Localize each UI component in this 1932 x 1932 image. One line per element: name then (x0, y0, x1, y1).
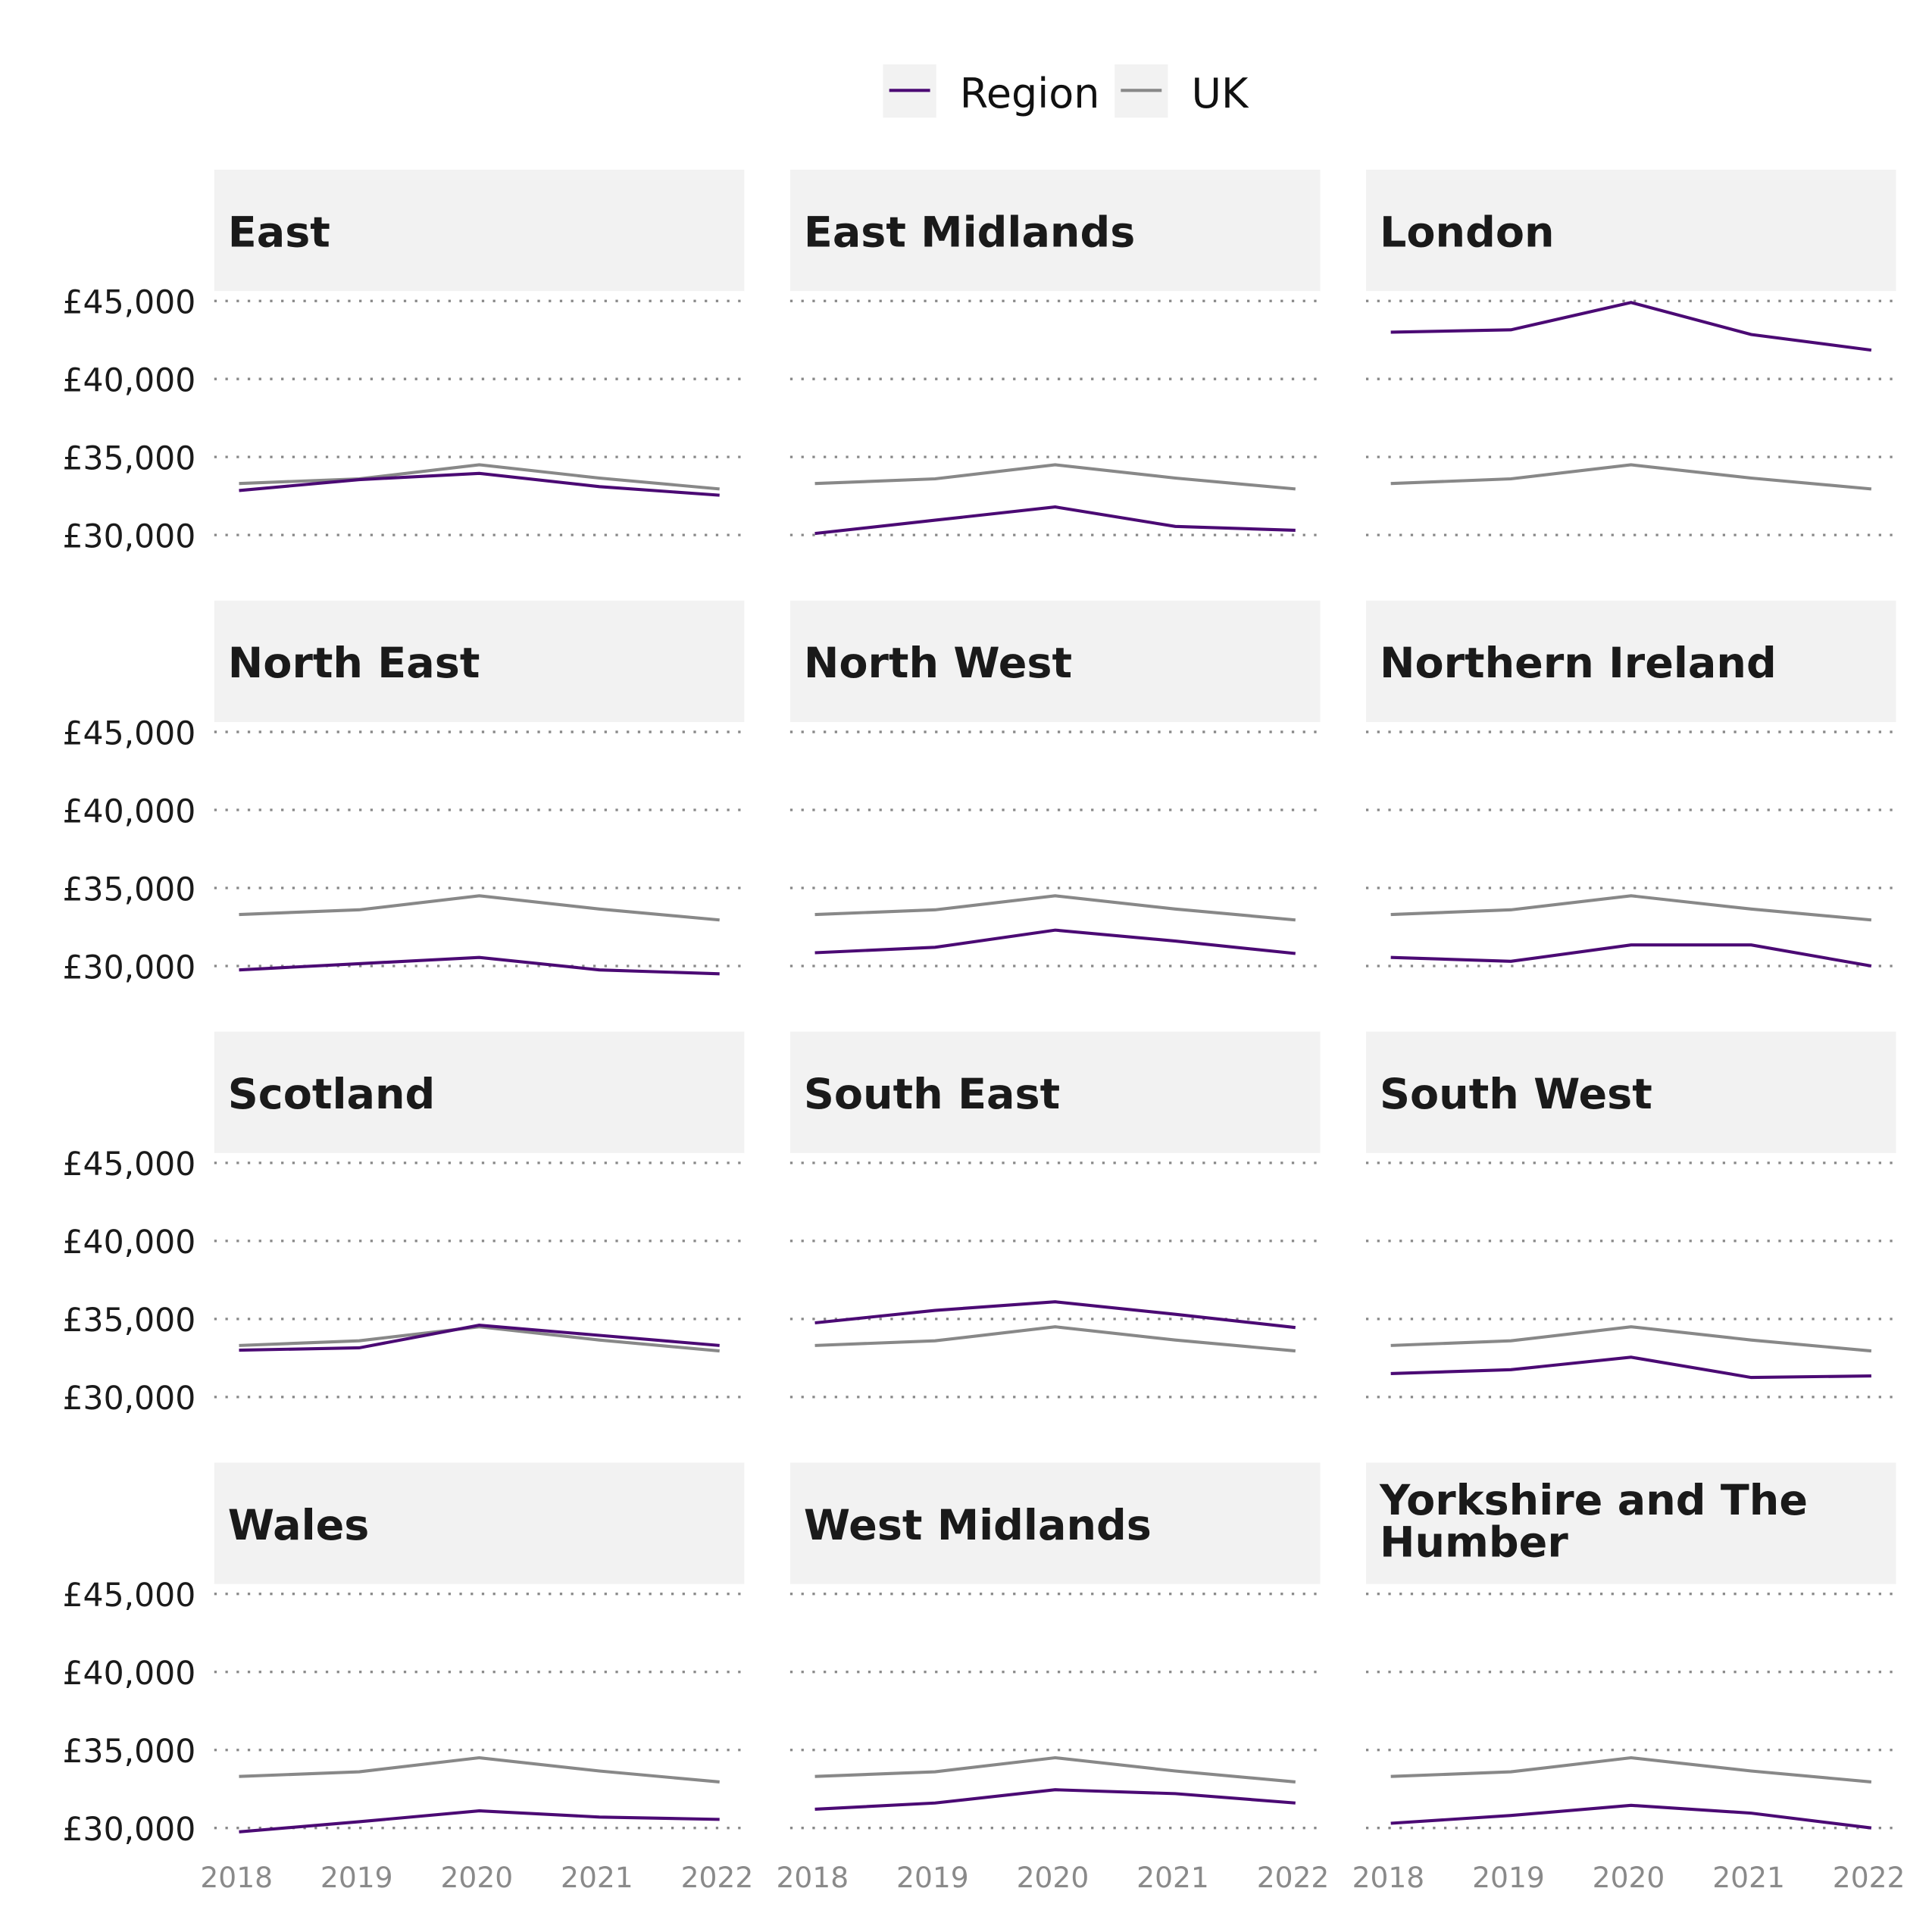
y-tick-label: £35,000 (63, 441, 196, 478)
panel-north-east: North East £30,000 £35,000 £40,000 £45,000 (63, 600, 745, 986)
panel-title: South East (804, 1070, 1060, 1119)
x-tick-label: 2019 (896, 1861, 969, 1894)
panel-strip (789, 1031, 1321, 1153)
y-tick-label: £45,000 (63, 1577, 196, 1615)
y-tick-label: £35,000 (63, 871, 196, 908)
uk-line (814, 1325, 1296, 1353)
region-line (814, 1300, 1296, 1330)
uk-line (814, 1755, 1296, 1784)
panel-title: London (1380, 208, 1555, 257)
uk-line (1390, 1755, 1872, 1784)
panel-strip (1365, 1462, 1896, 1584)
y-tick-label: £35,000 (63, 1302, 196, 1340)
legend: Region UK (883, 64, 1249, 118)
x-tick-label: 2018 (200, 1861, 273, 1894)
region-line (1390, 1803, 1872, 1830)
panel-title: North West (804, 639, 1072, 688)
panel-strip (1365, 600, 1896, 722)
y-tick-label: £45,000 (63, 715, 196, 752)
panel-east: East £30,000 £35,000 £40,000 £45,000 (63, 169, 745, 556)
x-tick-label: 2018 (1352, 1861, 1425, 1894)
y-tick-label: £40,000 (63, 1224, 196, 1261)
region-line (1390, 301, 1872, 352)
y-tick-label: £45,000 (63, 285, 196, 322)
y-tick-label: £40,000 (63, 1655, 196, 1693)
legend-label-uk: UK (1191, 70, 1249, 117)
panel-title: Wales (228, 1501, 370, 1550)
region-line (239, 955, 720, 976)
region-line (239, 1809, 720, 1834)
uk-line (239, 894, 720, 922)
panel-strip (1365, 169, 1896, 292)
panel-strip (214, 169, 745, 292)
panel-strip (214, 600, 745, 722)
x-tick-label: 2021 (561, 1861, 633, 1894)
legend-label-region: Region (960, 70, 1100, 117)
panel-strip (789, 600, 1321, 722)
y-tick-label: £30,000 (63, 1380, 196, 1418)
panel-strip (214, 1462, 745, 1584)
x-tick-label: 2018 (776, 1861, 849, 1894)
panel-title: South West (1380, 1070, 1652, 1119)
x-tick-label: 2020 (1593, 1861, 1665, 1894)
x-tick-label: 2021 (1136, 1861, 1209, 1894)
x-tick-label: 2020 (1017, 1861, 1089, 1894)
panel-title-line: Humber (1380, 1518, 1568, 1568)
x-tick-label: 2019 (320, 1861, 393, 1894)
panel-london: London (1365, 169, 1896, 536)
x-tick-label: 2022 (681, 1861, 754, 1894)
panel-east-midlands: East Midlands (789, 169, 1321, 536)
panel-title: Yorkshire and The Humber (1379, 1476, 1808, 1568)
x-tick-label: 2022 (1833, 1861, 1905, 1894)
panel-wales: Wales £30,000 £35,000 £40,000 £45,000 2018 201… (63, 1462, 754, 1894)
panel-title-line: Yorkshire and The (1379, 1476, 1808, 1525)
panel-title: Scotland (228, 1070, 436, 1119)
x-tick-label: 2020 (441, 1861, 514, 1894)
panel-title: West Midlands (804, 1501, 1152, 1550)
x-tick-label: 2019 (1472, 1861, 1545, 1894)
panel-northern-ireland: Northern Ireland (1365, 600, 1896, 968)
uk-line (239, 463, 720, 491)
region-line (1390, 1355, 1871, 1380)
x-tick-label: 2021 (1712, 1861, 1785, 1894)
panel-south-east: South East (789, 1031, 1321, 1399)
region-line (814, 1788, 1296, 1812)
region-line (814, 928, 1296, 955)
panel-strip (789, 1462, 1321, 1584)
panel-north-west: North West (789, 600, 1321, 968)
region-line (239, 471, 720, 497)
panel-south-west: South West (1365, 1031, 1896, 1399)
panel-scotland: Scotland £30,000 £35,000 £40,000 £45,000 (63, 1031, 745, 1418)
panel-strip (214, 1031, 745, 1153)
y-tick-label: £40,000 (63, 793, 196, 830)
y-tick-label: £40,000 (63, 363, 196, 400)
y-tick-label: £30,000 (63, 949, 196, 986)
panel-title: East Midlands (804, 208, 1135, 257)
panel-title: East (228, 208, 330, 257)
region-line (814, 505, 1296, 536)
panel-strip (789, 169, 1321, 292)
uk-line (814, 463, 1296, 491)
uk-line (239, 1755, 720, 1784)
x-tick-label: 2022 (1257, 1861, 1330, 1894)
panel-strip (1365, 1031, 1896, 1153)
panel-title: North East (228, 639, 480, 688)
uk-line (814, 894, 1296, 922)
panel-yorkshire-and-the-humber: Yorkshire and The Humber 2018 2019 2020 2021 2… (1352, 1462, 1905, 1894)
region-line (239, 1324, 720, 1352)
panel-title: Northern Ireland (1380, 639, 1777, 688)
y-tick-label: £30,000 (63, 1812, 196, 1849)
region-line (1390, 943, 1872, 968)
uk-line (1390, 463, 1872, 491)
y-tick-label: £30,000 (63, 519, 196, 556)
panel-west-midlands: West Midlands 2018 2019 2020 2021 2022 (776, 1462, 1329, 1894)
uk-line (1390, 894, 1872, 922)
uk-line (1390, 1325, 1872, 1353)
y-tick-label: £35,000 (63, 1733, 196, 1771)
y-tick-label: £45,000 (63, 1146, 196, 1183)
